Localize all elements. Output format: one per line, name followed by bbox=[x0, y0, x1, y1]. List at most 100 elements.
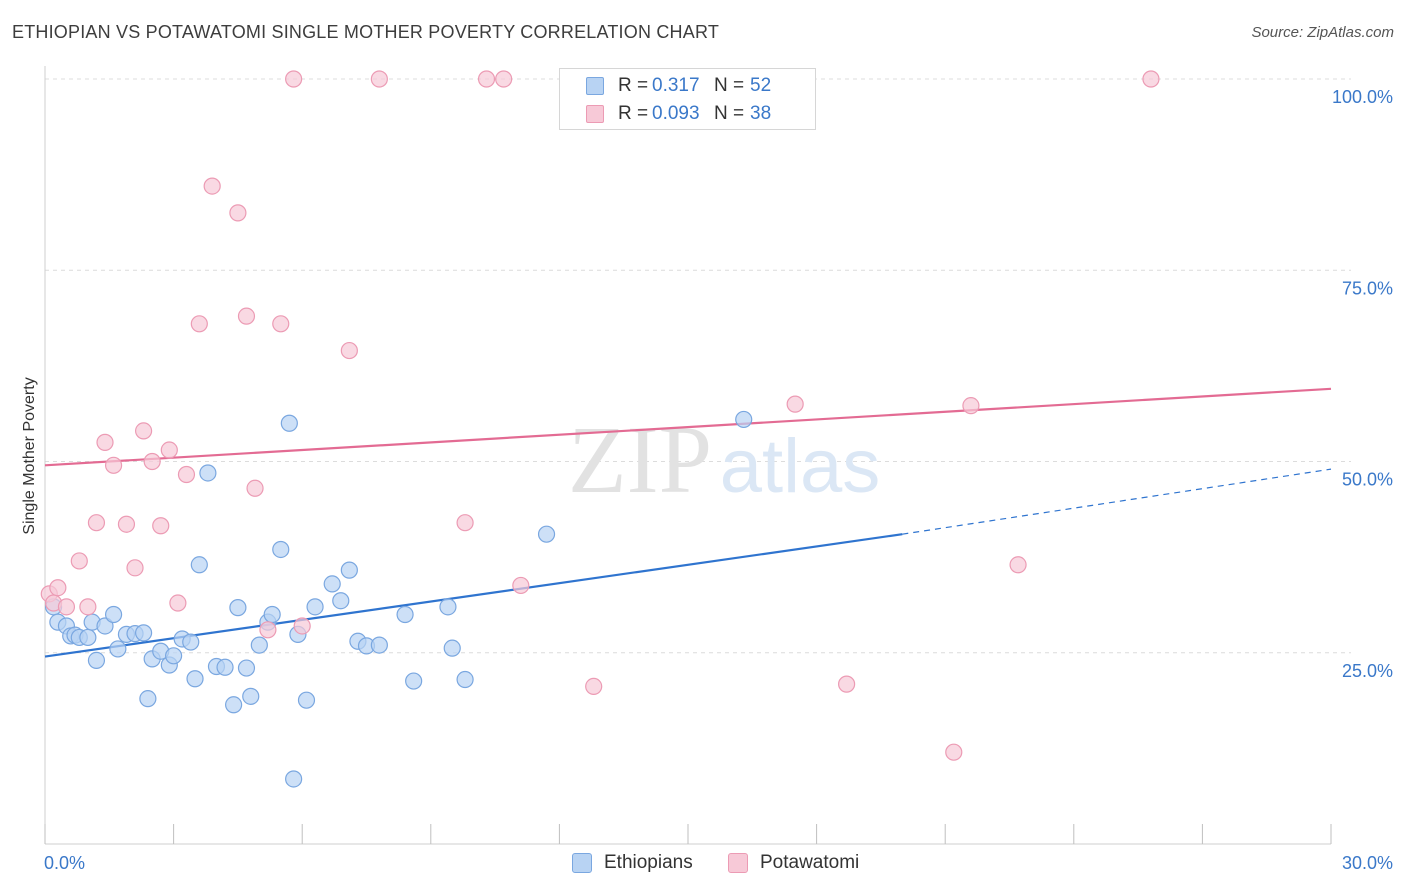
potawatomi-point bbox=[962, 397, 980, 415]
potawatomi-point bbox=[70, 552, 88, 570]
ethiopians-point bbox=[237, 659, 256, 677]
potawatomi-swatch bbox=[586, 105, 604, 123]
x-tick-label: 0.0% bbox=[44, 853, 85, 873]
potawatomi-point bbox=[79, 598, 97, 616]
ethiopians-point bbox=[139, 690, 157, 708]
n-label: N = bbox=[714, 75, 745, 96]
ethiopians-point bbox=[405, 672, 423, 690]
ethiopians-point bbox=[735, 410, 753, 429]
r-value: 0.093 bbox=[652, 103, 700, 124]
legend-label-ethiopians: Ethiopians bbox=[604, 852, 693, 873]
ethiopians-point bbox=[263, 605, 281, 624]
legend-item-potawatomi[interactable]: Potawatomi bbox=[728, 852, 859, 874]
potawatomi-point bbox=[104, 456, 123, 474]
watermark-zip: ZIP bbox=[568, 406, 712, 513]
potawatomi-point bbox=[1009, 556, 1027, 574]
potawatomi-point bbox=[160, 441, 178, 459]
y-tick-label: 25.0% bbox=[1342, 661, 1393, 681]
potawatomi-point bbox=[259, 621, 277, 639]
legend-label-potawatomi: Potawatomi bbox=[760, 852, 860, 873]
ethiopians-point bbox=[165, 647, 183, 665]
ethiopians-swatch bbox=[586, 77, 604, 95]
potawatomi-point bbox=[512, 576, 530, 595]
potawatomi-point bbox=[495, 70, 513, 88]
watermark-atlas: atlas bbox=[720, 424, 881, 509]
ethiopians-point bbox=[456, 670, 474, 689]
potawatomi-trend-line bbox=[44, 387, 1332, 467]
ethiopians-point bbox=[229, 599, 247, 617]
r-label: R = bbox=[618, 75, 649, 96]
ethiopians-point bbox=[96, 617, 114, 635]
y-tick-label: 100.0% bbox=[1332, 87, 1393, 107]
potawatomi-point bbox=[96, 433, 114, 451]
y-tick-label: 50.0% bbox=[1342, 470, 1393, 490]
potawatomi-point bbox=[134, 422, 153, 440]
potawatomi-point bbox=[169, 594, 187, 612]
potawatomi-point bbox=[370, 70, 388, 88]
watermark: ZIP atlas bbox=[568, 406, 880, 513]
ethiopians-point bbox=[79, 628, 97, 647]
grid-layer bbox=[45, 78, 1351, 654]
potawatomi-point bbox=[229, 204, 247, 222]
ethiopians-point bbox=[109, 640, 127, 658]
x-tick-label: 30.0% bbox=[1342, 853, 1393, 873]
potawatomi-point bbox=[838, 675, 856, 693]
r-value: 0.317 bbox=[652, 75, 700, 96]
ethiopians-point bbox=[186, 670, 204, 688]
potawatomi-point bbox=[57, 598, 76, 616]
ethiopians-point bbox=[250, 636, 268, 654]
potawatomi-point bbox=[786, 395, 804, 413]
ethiopians-point bbox=[225, 696, 243, 714]
legend-item-ethiopians[interactable]: Ethiopians bbox=[572, 852, 693, 874]
stats-row-potawatomi: R = 0.093 N = 38 bbox=[586, 102, 771, 126]
ethiopians-point bbox=[439, 598, 457, 616]
ethiopians-point bbox=[443, 639, 461, 657]
potawatomi-point bbox=[177, 465, 196, 484]
ethiopians-point bbox=[280, 414, 298, 432]
tick-label-layer: 25.0% 50.0% 75.0% 100.0% 0.0% 30.0% bbox=[44, 87, 1393, 873]
potawatomi-point bbox=[203, 177, 221, 195]
potawatomi-point bbox=[143, 452, 161, 471]
ethiopians-point bbox=[199, 464, 217, 482]
potawatomi-point bbox=[945, 743, 963, 761]
ethiopians-point bbox=[297, 691, 316, 709]
potawatomi-point bbox=[456, 514, 474, 532]
series-legend: Ethiopians Potawatomi bbox=[0, 850, 1406, 878]
ethiopians-point bbox=[340, 561, 358, 579]
ethiopians-point bbox=[272, 540, 290, 559]
potawatomi-legend-swatch bbox=[728, 853, 748, 873]
n-value: 38 bbox=[750, 103, 772, 124]
potawatomi-point bbox=[585, 677, 603, 696]
chart-source: Source: ZipAtlas.com bbox=[1251, 24, 1394, 41]
ethiopians-point bbox=[87, 651, 106, 670]
ethiopians-point bbox=[182, 633, 200, 651]
ethiopians-point bbox=[537, 525, 556, 543]
potawatomi-point bbox=[272, 315, 290, 333]
potawatomi-point bbox=[340, 341, 358, 360]
potawatomi-point bbox=[117, 515, 136, 533]
potawatomi-point bbox=[49, 579, 67, 597]
potawatomi-point bbox=[237, 307, 256, 325]
potawatomi-point bbox=[477, 70, 496, 88]
points-layer bbox=[40, 70, 1160, 788]
ethiopians-point bbox=[370, 636, 388, 654]
ethiopians-point bbox=[104, 605, 123, 624]
potawatomi-point bbox=[152, 517, 170, 535]
ethiopians-trend-extension bbox=[902, 468, 1332, 535]
stats-legend: R = 0.317 N = 52 R = 0.093 N = 38 bbox=[559, 68, 816, 130]
n-value: 52 bbox=[750, 75, 772, 96]
ethiopians-point bbox=[285, 770, 303, 788]
ethiopians-point bbox=[190, 556, 208, 574]
r-label: R = bbox=[618, 103, 649, 124]
chart-title: ETHIOPIAN VS POTAWATOMI SINGLE MOTHER PO… bbox=[12, 22, 720, 42]
y-tick-label: 75.0% bbox=[1342, 278, 1393, 298]
potawatomi-point bbox=[190, 315, 208, 333]
potawatomi-point bbox=[293, 617, 311, 635]
ethiopians-legend-swatch bbox=[572, 853, 592, 873]
ethiopians-point bbox=[396, 605, 414, 624]
ethiopians-point bbox=[332, 592, 350, 610]
potawatomi-point bbox=[126, 559, 144, 577]
stats-row-ethiopians: R = 0.317 N = 52 bbox=[586, 74, 771, 98]
ethiopians-point bbox=[323, 575, 341, 593]
